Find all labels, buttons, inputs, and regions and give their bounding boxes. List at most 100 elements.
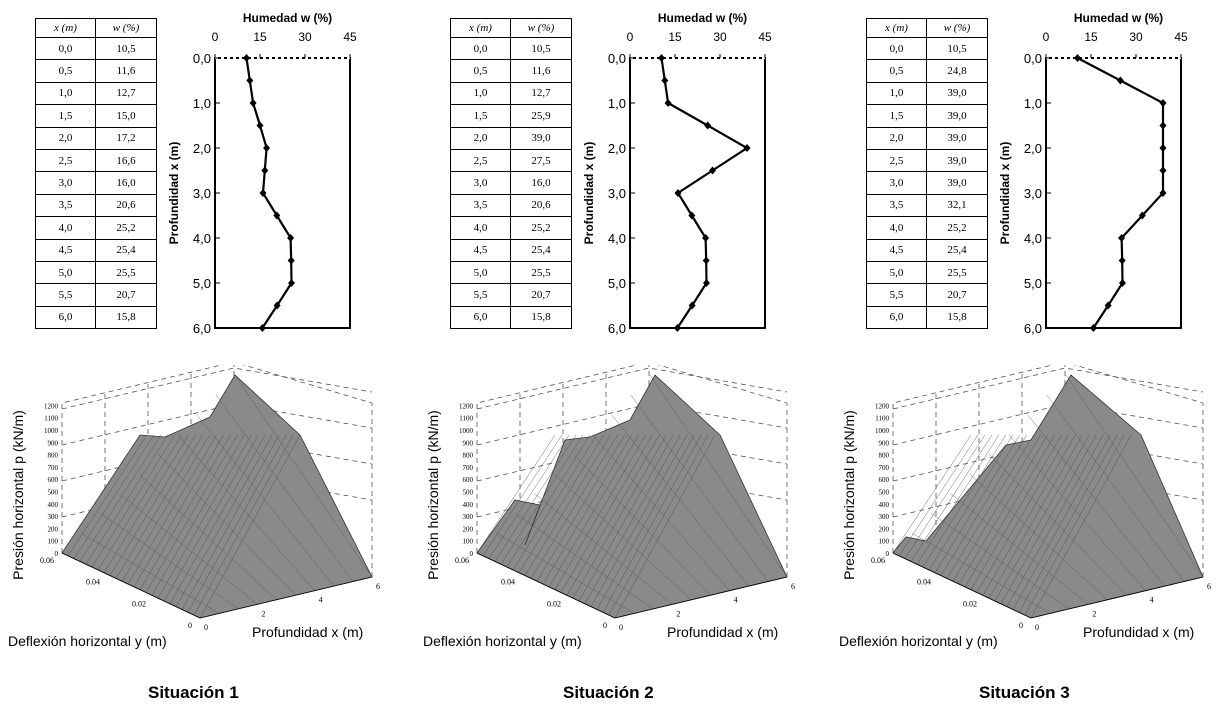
data-point	[1104, 301, 1112, 310]
box-edge	[892, 365, 1204, 553]
mesh-line	[119, 493, 258, 605]
table-cell: 15,8	[95, 305, 157, 330]
pressure-surface-chart: 0100200300400500600700800900100011001200…	[8, 365, 380, 649]
y-tick-label: 6,0	[608, 321, 626, 336]
data-point	[702, 234, 710, 242]
table-cell: 16,6	[95, 148, 157, 173]
table-cell: 25,4	[510, 238, 572, 262]
y-tick-label: 0	[1019, 621, 1023, 630]
table-row: 3,5 20,6	[35, 193, 157, 218]
data-point	[688, 211, 696, 220]
situacion-panel: x (m) w (%) 0,0 10,5 0,5 24,8 1,0 39,0 1,5 39,0 2,…	[831, 0, 1222, 706]
x-tick-label: 45	[1174, 30, 1188, 44]
x-tick-label: 45	[758, 30, 772, 44]
data-point	[664, 99, 672, 107]
x-tick-label: 30	[298, 30, 312, 44]
moisture-table: x (m) w (%) 0,0 10,5 0,5 24,8 1,0 39,0 1,5 39,0 2,…	[866, 18, 988, 330]
mesh-line	[81, 533, 220, 614]
table-row: 1,5 15,0	[35, 104, 157, 128]
grid-line	[892, 403, 1204, 446]
z-tick-label: 100	[879, 538, 890, 546]
z-tick-label: 700	[48, 464, 59, 472]
data-point	[256, 121, 264, 130]
mesh-line	[476, 434, 556, 554]
y-tick-label: 1,0	[1024, 96, 1042, 111]
mesh-line	[584, 434, 681, 604]
table-header: w (%)	[510, 18, 572, 38]
mesh-line	[67, 434, 148, 556]
x-tick-label: 0	[212, 30, 219, 44]
mesh-line	[530, 434, 618, 579]
table-row: 5,0 25,5	[450, 260, 572, 285]
table-cell: 25,4	[926, 238, 988, 262]
x-tick-label: 30	[713, 30, 727, 44]
z-axis-label: Presión horizontal p (kN/m)	[425, 410, 441, 580]
y-tick-label: 6,0	[193, 321, 211, 336]
pressure-surface	[61, 374, 373, 619]
situation-title: Situación 3	[979, 683, 1070, 702]
y-tick-label: 0,0	[193, 51, 211, 66]
moisture-table: x (m) w (%) 0,0 10,5 0,5 11,6 1,0 12,7 1,5 25,9 2,…	[450, 18, 572, 330]
x-axis	[614, 576, 788, 619]
mesh-line	[215, 394, 354, 582]
data-point	[1118, 234, 1126, 242]
z-tick-label: 100	[463, 538, 474, 546]
table-row: 2,5 16,6	[35, 148, 157, 173]
mesh-line	[964, 434, 1055, 588]
mesh-line	[969, 473, 1108, 600]
z-tick-label: 400	[879, 501, 890, 509]
mesh-line	[982, 434, 1076, 596]
x-tick-label: 6	[791, 582, 795, 591]
y-tick-label: 0.02	[547, 599, 561, 608]
plot-frame	[629, 57, 766, 329]
z-tick-label: 1000	[44, 427, 59, 435]
y-tick-label: 1,0	[608, 96, 626, 111]
y-tick-label: 5,0	[193, 276, 211, 291]
x-axis-label: Profundidad x (m)	[667, 624, 778, 640]
mesh-line	[157, 453, 296, 596]
mesh-line	[100, 513, 239, 610]
situacion-panel: x (m) w (%) 0,0 10,5 0,5 11,6 1,0 12,7 1,5 15,0 2,…	[0, 0, 407, 706]
y-tick-label: 2,0	[193, 141, 211, 156]
z-tick-label: 200	[48, 525, 59, 533]
data-point	[1116, 76, 1124, 85]
data-point	[273, 211, 281, 220]
mesh-line	[61, 434, 141, 554]
table-row: 5,5 20,7	[450, 283, 572, 307]
y-tick-label: 5,0	[608, 276, 626, 291]
grid-line	[892, 367, 1204, 410]
grid-line	[61, 403, 373, 446]
mesh-line	[534, 493, 673, 605]
y-tick-label: 4,0	[193, 231, 211, 246]
mesh-line	[940, 434, 1027, 576]
z-tick-label: 200	[463, 525, 474, 533]
table-cell: 6,0	[35, 305, 96, 330]
y-tick-label: 0	[188, 621, 192, 630]
mesh-line	[590, 434, 688, 607]
box-edge	[61, 365, 373, 553]
chart-title: Humedad w (%)	[243, 11, 332, 25]
x-tick-label: 0	[627, 30, 634, 44]
table-cell: 16,0	[95, 171, 157, 195]
data-point	[661, 76, 669, 85]
mesh-line	[515, 513, 654, 610]
mesh-line	[946, 434, 1034, 579]
table-row: 3,0 39,0	[866, 171, 988, 195]
situation-title: Situación 1	[148, 683, 239, 702]
mesh-line	[1027, 414, 1165, 587]
grid-line	[476, 439, 788, 482]
data-point	[258, 324, 266, 332]
table-cell: 25,5	[510, 260, 572, 285]
mesh-line	[554, 434, 646, 590]
z-tick-label: 500	[48, 489, 59, 497]
data-point	[704, 121, 712, 130]
y-tick-label: 3,0	[1024, 186, 1042, 201]
mesh-line	[988, 453, 1127, 596]
z-tick-label: 0	[470, 550, 474, 558]
y-tick-label: 0.04	[501, 578, 515, 587]
table-cell: 10,5	[926, 36, 988, 61]
mesh-line	[175, 434, 273, 607]
mesh-line	[566, 434, 660, 596]
table-row: 4,5 25,4	[866, 238, 988, 262]
mesh-line	[115, 434, 203, 579]
